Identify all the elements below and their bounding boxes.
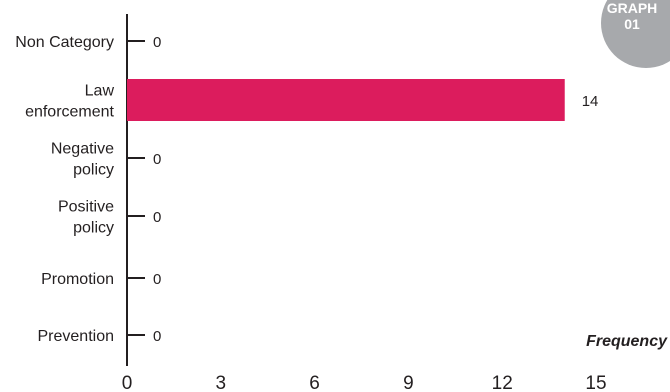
badge-label: GRAPH xyxy=(606,0,658,16)
category-label: Promotion xyxy=(41,271,114,288)
value-label: 0 xyxy=(153,209,161,226)
category-label: Positive policy xyxy=(58,199,114,237)
x-tick-label: 3 xyxy=(216,373,227,392)
x-tick-label: 0 xyxy=(122,373,133,392)
x-tick-label: 6 xyxy=(309,373,320,392)
x-tick-label: 15 xyxy=(585,373,606,392)
x-tick-label: 12 xyxy=(492,373,513,392)
category-label: Law enforcement xyxy=(25,83,114,121)
value-label: 0 xyxy=(153,328,161,345)
x-tick-label: 9 xyxy=(403,373,414,392)
bar xyxy=(127,79,565,121)
category-label: Prevention xyxy=(38,328,115,345)
value-label: 0 xyxy=(153,271,161,288)
badge-number: 01 xyxy=(624,16,640,32)
value-label: 0 xyxy=(153,34,161,51)
value-label: 14 xyxy=(582,93,599,110)
category-label: Non Category xyxy=(15,34,114,51)
value-label: 0 xyxy=(153,151,161,168)
x-axis-label: Frequency xyxy=(586,333,668,350)
category-label: Negative policy xyxy=(51,141,114,179)
